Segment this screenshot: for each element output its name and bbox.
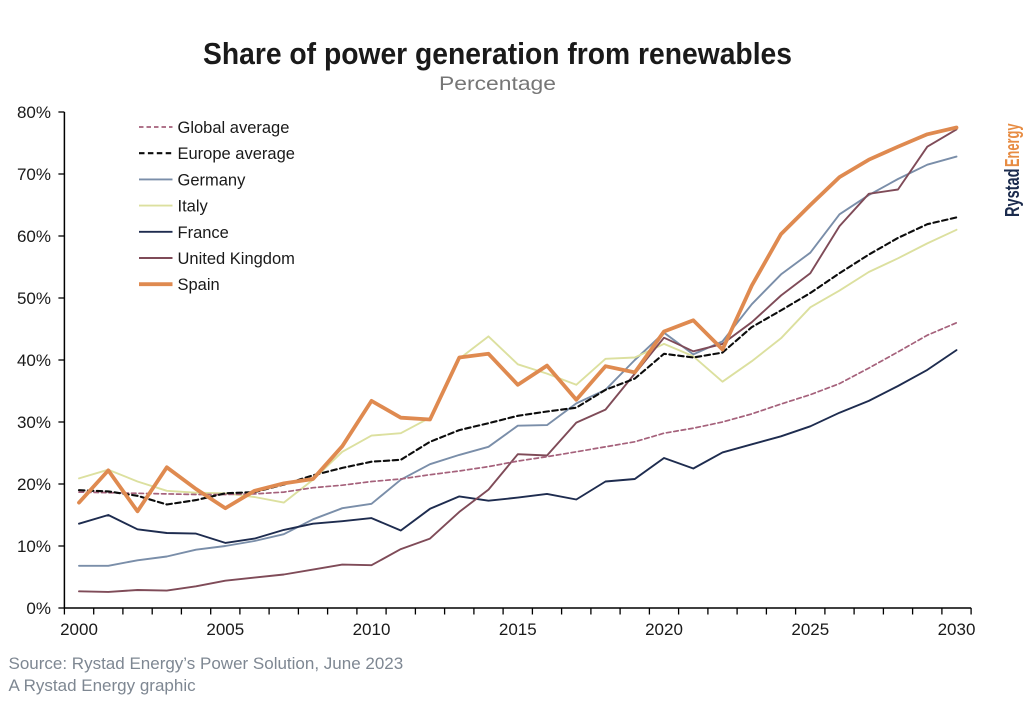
svg-text:50%: 50% xyxy=(17,289,51,308)
svg-text:2000: 2000 xyxy=(60,620,98,639)
svg-text:40%: 40% xyxy=(17,351,51,370)
svg-text:A Rystad Energy graphic: A Rystad Energy graphic xyxy=(9,676,197,695)
svg-text:10%: 10% xyxy=(17,537,51,556)
svg-text:0%: 0% xyxy=(26,599,51,618)
svg-text:France: France xyxy=(178,224,229,242)
svg-text:2010: 2010 xyxy=(353,620,391,639)
svg-text:20%: 20% xyxy=(17,475,51,494)
svg-text:Source: Rystad Energy’s Power: Source: Rystad Energy’s Power Solution, … xyxy=(9,654,404,673)
svg-text:Germany: Germany xyxy=(178,171,247,189)
svg-text:2015: 2015 xyxy=(499,620,537,639)
svg-text:60%: 60% xyxy=(17,227,51,246)
svg-text:Global average: Global average xyxy=(178,119,290,137)
svg-text:2025: 2025 xyxy=(791,620,829,639)
svg-text:Share of power generation from: Share of power generation from renewable… xyxy=(203,37,792,71)
svg-text:2020: 2020 xyxy=(645,620,683,639)
svg-text:80%: 80% xyxy=(17,103,51,122)
svg-text:2005: 2005 xyxy=(206,620,244,639)
svg-text:Percentage: Percentage xyxy=(439,73,556,95)
svg-text:30%: 30% xyxy=(17,413,51,432)
svg-text:Energy: Energy xyxy=(1001,123,1024,167)
svg-text:United Kingdom: United Kingdom xyxy=(178,250,295,268)
svg-text:Europe average: Europe average xyxy=(178,145,295,163)
svg-text:Spain: Spain xyxy=(178,276,220,294)
svg-text:70%: 70% xyxy=(17,165,51,184)
svg-text:2030: 2030 xyxy=(938,620,976,639)
svg-text:Rystad: Rystad xyxy=(1001,169,1024,218)
svg-text:Italy: Italy xyxy=(178,198,209,216)
